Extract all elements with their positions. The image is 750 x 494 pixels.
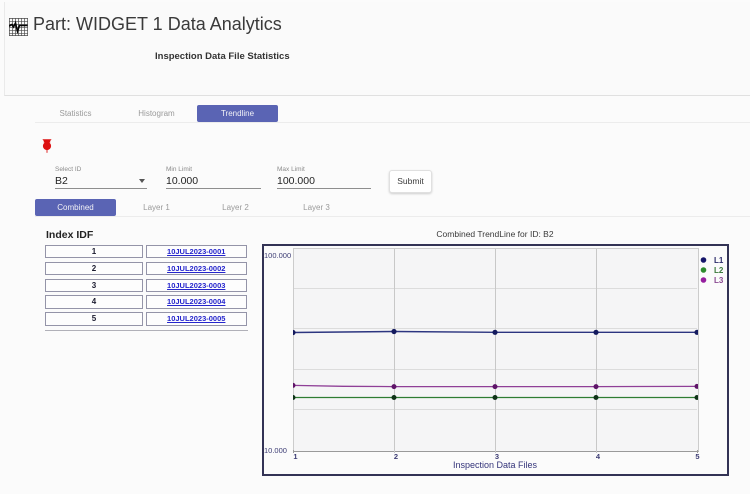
svg-text:L2: L2 — [714, 266, 724, 275]
svg-text:L3: L3 — [714, 276, 724, 285]
svg-text:L1: L1 — [714, 256, 724, 265]
